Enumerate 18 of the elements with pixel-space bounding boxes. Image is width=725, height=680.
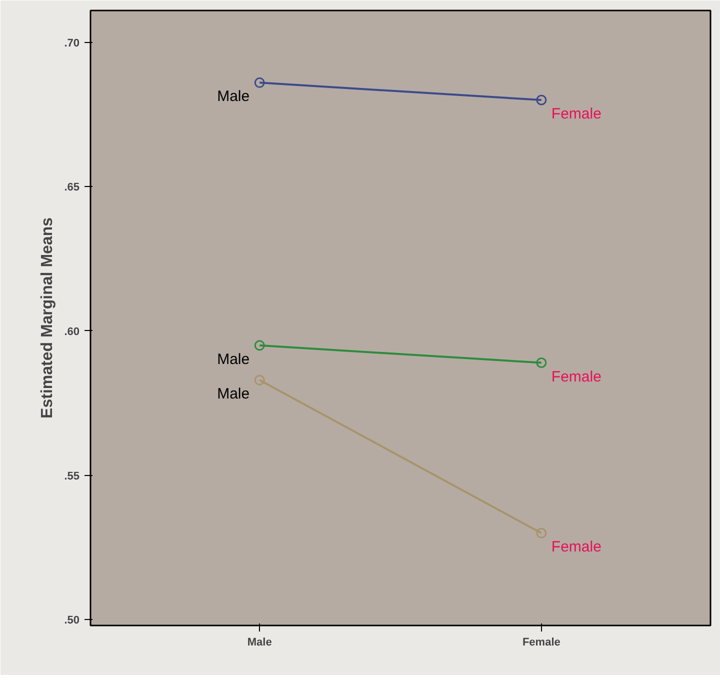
point — [536, 358, 547, 368]
y-tick-label: .60 — [64, 326, 80, 338]
y-tick-label: .50 — [64, 614, 80, 627]
y-tick-label: .55 — [64, 470, 80, 482]
point — [536, 94, 547, 106]
y-tick-label: .70 — [64, 37, 80, 50]
annotation: Female — [551, 368, 602, 386]
y-axis-title: Estimated Marginal Means — [39, 217, 56, 418]
point — [254, 374, 265, 386]
point — [254, 340, 265, 351]
annotation: Male — [217, 386, 250, 403]
point — [254, 77, 265, 88]
annotation: Male — [217, 350, 250, 368]
y-tick-label: .65 — [64, 182, 80, 194]
point — [536, 528, 547, 538]
annotation: Female — [551, 106, 602, 123]
annotation: Female — [551, 538, 602, 556]
annotation: Male — [217, 88, 250, 106]
